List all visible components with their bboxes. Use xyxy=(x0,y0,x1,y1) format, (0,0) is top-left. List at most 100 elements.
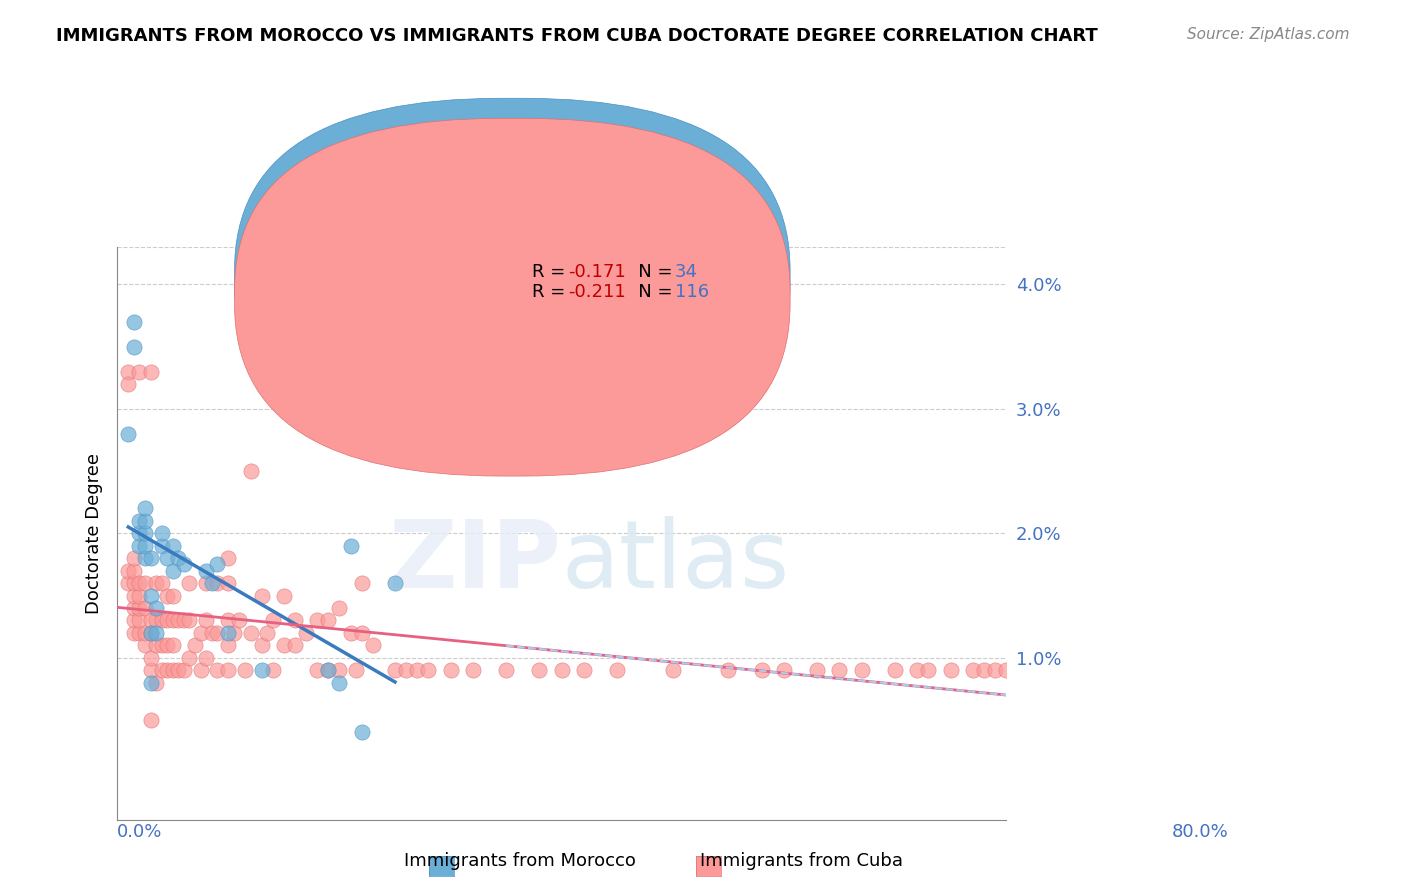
Point xyxy=(122,564,145,578)
Point xyxy=(117,576,139,591)
Point xyxy=(134,526,156,541)
Point xyxy=(162,614,184,628)
Point xyxy=(228,614,250,628)
Text: N =: N = xyxy=(621,263,679,282)
Text: Source: ZipAtlas.com: Source: ZipAtlas.com xyxy=(1187,27,1350,42)
Point xyxy=(128,514,150,528)
Point xyxy=(150,614,173,628)
Point xyxy=(350,725,373,739)
Point xyxy=(156,663,179,677)
Point xyxy=(145,614,167,628)
Point xyxy=(162,589,184,603)
Point xyxy=(145,638,167,652)
Point xyxy=(295,626,318,640)
Point xyxy=(162,539,184,553)
Point xyxy=(939,663,962,677)
Point xyxy=(139,650,162,665)
Point xyxy=(150,638,173,652)
Point xyxy=(145,576,167,591)
Point xyxy=(273,638,295,652)
Text: Immigrants from Cuba: Immigrants from Cuba xyxy=(700,852,903,870)
Point xyxy=(256,626,278,640)
Point xyxy=(162,663,184,677)
Point xyxy=(195,614,218,628)
Point xyxy=(190,663,212,677)
Point xyxy=(150,539,173,553)
Point xyxy=(139,713,162,727)
Point xyxy=(550,663,572,677)
Point xyxy=(328,675,350,690)
Point xyxy=(134,551,156,566)
Point xyxy=(195,564,218,578)
Point xyxy=(128,614,150,628)
Point xyxy=(962,663,984,677)
Point xyxy=(117,376,139,391)
FancyBboxPatch shape xyxy=(496,252,749,310)
Point xyxy=(156,614,179,628)
Text: R =: R = xyxy=(533,263,571,282)
Point xyxy=(328,601,350,615)
Text: IMMIGRANTS FROM MOROCCO VS IMMIGRANTS FROM CUBA DOCTORATE DEGREE CORRELATION CHA: IMMIGRANTS FROM MOROCCO VS IMMIGRANTS FR… xyxy=(56,27,1098,45)
Point xyxy=(134,576,156,591)
Point xyxy=(134,638,156,652)
Point xyxy=(773,663,796,677)
Point xyxy=(344,663,367,677)
Point xyxy=(117,426,139,441)
Point xyxy=(128,626,150,640)
Point xyxy=(195,650,218,665)
Point xyxy=(318,663,340,677)
Text: atlas: atlas xyxy=(561,516,790,608)
Point xyxy=(150,526,173,541)
Point xyxy=(273,589,295,603)
Point xyxy=(984,663,1007,677)
Point xyxy=(250,589,273,603)
FancyBboxPatch shape xyxy=(235,98,790,456)
Text: ZIP: ZIP xyxy=(389,516,561,608)
Point xyxy=(262,663,284,677)
Point xyxy=(284,614,307,628)
Point xyxy=(917,663,939,677)
Point xyxy=(529,663,551,677)
Point xyxy=(205,626,228,640)
Point xyxy=(461,663,484,677)
Point xyxy=(156,589,179,603)
Point xyxy=(167,614,190,628)
FancyBboxPatch shape xyxy=(235,119,790,476)
Point xyxy=(173,663,195,677)
Point xyxy=(217,626,239,640)
Point xyxy=(239,626,262,640)
Point xyxy=(128,601,150,615)
Point xyxy=(156,551,179,566)
Point xyxy=(751,663,773,677)
Text: -0.171: -0.171 xyxy=(568,263,626,282)
Point xyxy=(995,663,1018,677)
Point xyxy=(307,614,329,628)
Point xyxy=(139,551,162,566)
Point xyxy=(572,663,595,677)
Point xyxy=(128,539,150,553)
Point xyxy=(350,576,373,591)
Text: N =: N = xyxy=(621,284,679,301)
Point xyxy=(128,526,150,541)
Point xyxy=(162,564,184,578)
Text: R =: R = xyxy=(533,284,571,301)
Point xyxy=(318,614,340,628)
Point xyxy=(134,514,156,528)
Point xyxy=(384,663,406,677)
Point xyxy=(717,663,740,677)
Point xyxy=(139,675,162,690)
Point xyxy=(173,558,195,572)
Point xyxy=(828,663,851,677)
Text: 34: 34 xyxy=(675,263,697,282)
Y-axis label: Doctorate Degree: Doctorate Degree xyxy=(86,453,103,614)
Point xyxy=(134,601,156,615)
Point xyxy=(233,663,256,677)
Point xyxy=(201,626,224,640)
Point xyxy=(167,551,190,566)
Point xyxy=(318,663,340,677)
Point xyxy=(156,638,179,652)
Point xyxy=(134,626,156,640)
Point xyxy=(122,601,145,615)
Point xyxy=(139,365,162,379)
Point xyxy=(128,589,150,603)
